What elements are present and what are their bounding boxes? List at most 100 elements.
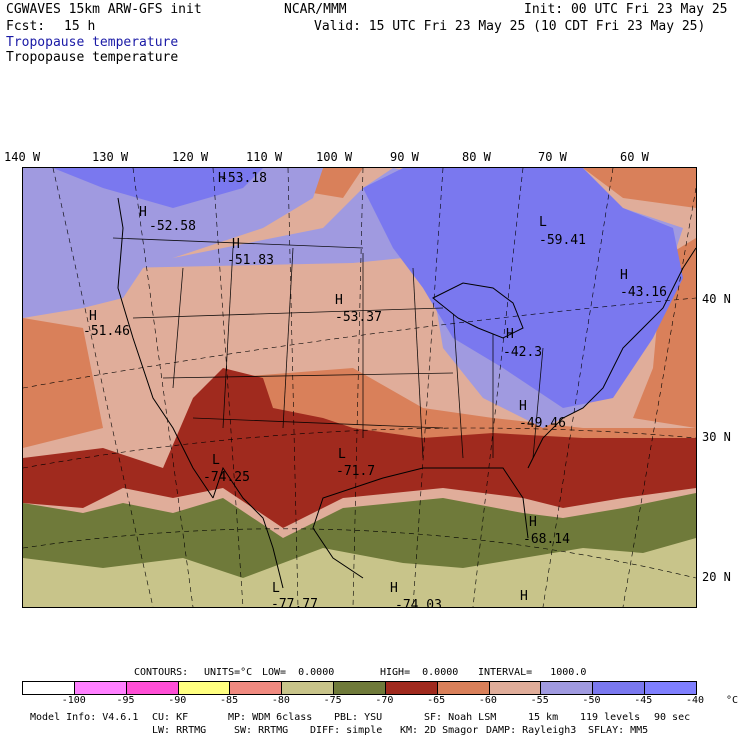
hl-label: L (338, 447, 346, 462)
org-label: NCAR/MMM (284, 2, 347, 17)
hl-value: -77.77 (271, 597, 318, 608)
high-marker: H (218, 171, 226, 186)
hl-label: L (212, 453, 220, 468)
hl-label: L (272, 581, 280, 596)
hl-value: -74.03 (395, 598, 442, 608)
timestep: 90 sec (654, 712, 691, 723)
legend-tick-label: -95 (116, 695, 135, 706)
field-title-contour: Tropopause temperature (6, 50, 179, 65)
legend-tick-label: °C (725, 695, 739, 706)
legend-tick-label: -70 (375, 695, 394, 706)
hl-value: -51.83 (227, 253, 274, 268)
hl-value: -53.37 (335, 310, 382, 325)
legend-swatch (645, 682, 696, 694)
fill-minus60 (313, 168, 363, 198)
mp-scheme: MP: WDM 6class (228, 712, 313, 723)
legend-swatch (437, 682, 490, 694)
hl-label: H (218, 172, 226, 186)
lon-label: 70 W (538, 150, 567, 164)
hl-value: -59.41 (539, 233, 586, 248)
lon-label: 80 W (462, 150, 491, 164)
legend-swatch (230, 682, 283, 694)
legend-tick-label: -40 (685, 695, 705, 706)
km-scheme: KM: 2D Smagor (400, 725, 479, 736)
hl-label: L (539, 215, 547, 230)
fill-minus50 (23, 168, 323, 318)
hl-value: -43.16 (620, 285, 667, 300)
hl-label: H (139, 205, 147, 220)
contours-units: UNITS=°C (204, 667, 253, 678)
legend-swatch (334, 682, 386, 694)
legend-tick-label: -55 (530, 695, 549, 706)
lon-label: 90 W (390, 150, 419, 164)
legend-swatch (541, 682, 594, 694)
coastline (117, 197, 696, 589)
hl-label: H (529, 515, 537, 530)
hl-value: -68.14 (523, 532, 570, 547)
hl-value: -53.18 (220, 171, 267, 186)
legend-swatch (385, 682, 438, 694)
contours-interval: INTERVAL= 1000.0 (478, 667, 587, 678)
hl-label: H (232, 237, 240, 252)
hl-label: H (506, 327, 514, 342)
legend-tick-label: -75 (323, 695, 342, 706)
fill-minus60 (23, 318, 103, 448)
fill-minus65 (23, 368, 696, 528)
hl-value: -42.3 (503, 345, 543, 360)
contours-high: HIGH= 0.0000 (380, 667, 459, 678)
fill-minus60 (633, 238, 696, 428)
sflay-scheme: SFLAY: MM5 (588, 725, 649, 736)
hl-label: H (390, 581, 398, 596)
fill-minus45 (53, 168, 263, 208)
damp-scheme: DAMP: Rayleigh3 (486, 725, 577, 736)
hl-label: H (520, 589, 528, 604)
legend-tick-label: -100 (61, 695, 86, 706)
contours-label: CONTOURS: (134, 667, 189, 678)
legend-tick-label: -45 (634, 695, 653, 706)
model-title: CGWAVES 15km ARW-GFS init (6, 2, 202, 17)
valid-time: Valid: 15 UTC Fri 23 May 25 (10 CDT Fri … (314, 19, 706, 34)
forecast-label: Fcst: (6, 19, 46, 34)
legend-tick-label: -60 (478, 695, 497, 706)
lon-label: 110 W (246, 150, 283, 164)
lw-scheme: LW: RRTMG (152, 725, 207, 736)
lon-label: 60 W (620, 150, 649, 164)
fill-minus75 (23, 538, 696, 607)
init-time: Init: 00 UTC Fri 23 May 25 (524, 2, 728, 17)
diff-scheme: DIFF: simple (310, 725, 383, 736)
legend-ticks: -100 -95 -90 -85 -80 -75 -70 -65 -60 -55 -50 -45 -40… (0, 695, 740, 707)
hl-label: H (335, 293, 343, 308)
hl-label: H (620, 268, 628, 283)
pbl-scheme: PBL: YSU (334, 712, 383, 723)
contours-low: LOW= 0.0000 (262, 667, 335, 678)
model-info: Model Info: V4.6.1 (30, 712, 139, 723)
lat-label: 20 N (702, 570, 731, 584)
fill-minus45 (363, 168, 683, 408)
hl-label: H (519, 399, 527, 414)
legend-tick-label: -80 (271, 695, 290, 706)
sw-scheme: SW: RRTMG (234, 725, 289, 736)
hl-value: -49.46 (519, 416, 566, 431)
lon-label: 120 W (172, 150, 209, 164)
levels: 119 levels (580, 712, 641, 723)
resolution: 15 km (528, 712, 559, 723)
sf-scheme: SF: Noah LSM (424, 712, 497, 723)
legend-swatch (74, 682, 127, 694)
lon-label: 100 W (316, 150, 353, 164)
legend-swatch (178, 682, 231, 694)
field-title-colorfill: Tropopause temperature (6, 35, 179, 50)
legend-swatch (23, 682, 75, 694)
legend-swatch (282, 682, 335, 694)
hl-label: H (89, 309, 97, 324)
legend-swatch (126, 682, 179, 694)
legend-swatch (593, 682, 646, 694)
great-lakes (432, 282, 524, 339)
legend-tick-label: -65 (427, 695, 446, 706)
legend-swatch (489, 682, 542, 694)
forecast-hours: 15 h (64, 19, 96, 34)
legend-tick-label: -85 (220, 695, 239, 706)
lat-label: 30 N (702, 430, 731, 444)
legend-tick-label: -90 (168, 695, 187, 706)
hl-value: -74.25 (203, 470, 250, 485)
lon-label: 140 W (4, 150, 41, 164)
